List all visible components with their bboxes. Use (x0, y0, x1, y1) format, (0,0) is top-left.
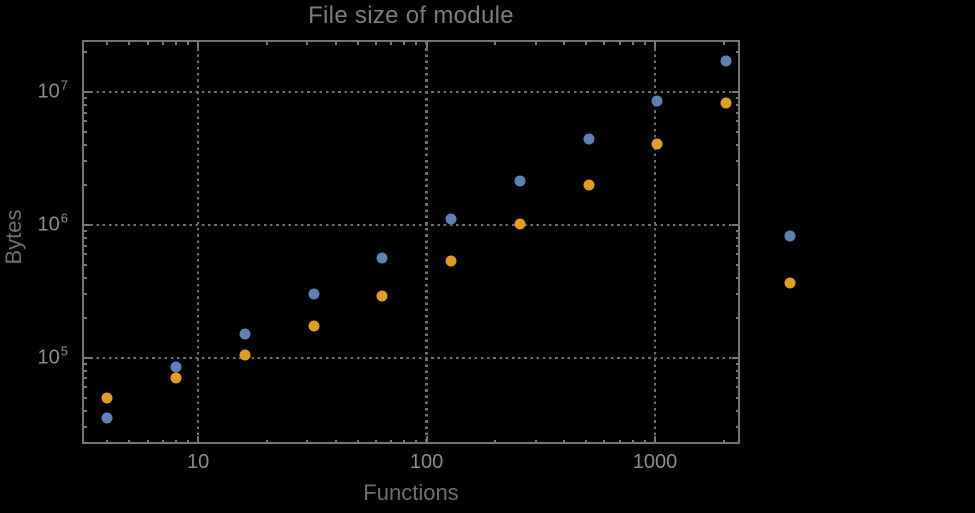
y-tick-exponent: 5 (60, 343, 68, 359)
x-tick-label: 100 (409, 451, 444, 473)
data-point-series-orange (784, 277, 796, 289)
y-axis-label: Bytes (1, 209, 26, 265)
data-point-series-blue (784, 230, 796, 242)
y-tick-exponent: 7 (60, 77, 68, 93)
chart-title: File size of module (308, 2, 514, 29)
y-tick-label: 106 (37, 210, 68, 236)
x-tick-label: 10 (187, 451, 210, 473)
y-tick-label: 107 (37, 77, 68, 103)
plot-frame (82, 40, 740, 444)
y-tick-label: 105 (37, 343, 68, 369)
y-tick-exponent: 6 (60, 210, 68, 226)
x-tick-label: 1000 (632, 451, 678, 473)
x-axis-label: Functions (363, 480, 459, 505)
